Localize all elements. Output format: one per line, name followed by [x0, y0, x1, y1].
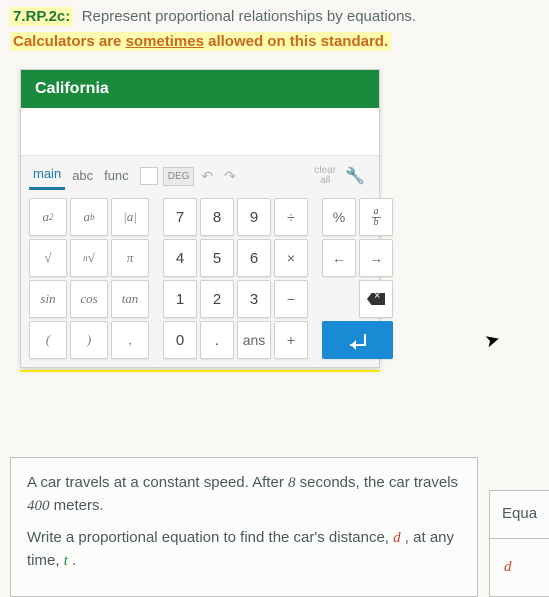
key-lparen[interactable]: (: [29, 321, 67, 359]
key-3[interactable]: 3: [237, 280, 271, 318]
calculator-title: California: [21, 70, 379, 108]
calculator-toolbar: main abc func DEG ↶ ↷ clear all 🔧: [21, 156, 379, 190]
standard-code: 7.RP.2c:: [10, 7, 73, 26]
key-1[interactable]: 1: [163, 280, 197, 318]
key-divide[interactable]: ÷: [274, 198, 308, 236]
key-fraction[interactable]: ab: [359, 198, 393, 236]
key-backspace[interactable]: [359, 280, 393, 318]
note-pre: Calculators are: [13, 33, 126, 50]
key-a-squared[interactable]: a2: [29, 198, 67, 236]
clear-all-button[interactable]: clear all: [314, 166, 336, 186]
side-equa: Equa: [490, 491, 549, 538]
backspace-icon: [367, 293, 385, 305]
key-8[interactable]: 8: [200, 198, 234, 236]
key-2[interactable]: 2: [200, 280, 234, 318]
p2a: Write a proportional equation to find th…: [27, 529, 393, 546]
key-9[interactable]: 9: [237, 198, 271, 236]
key-cos[interactable]: cos: [70, 280, 108, 318]
key-subtract[interactable]: −: [274, 280, 308, 318]
key-4[interactable]: 4: [163, 239, 197, 277]
calculator-widget: California main abc func DEG ↶ ↷ clear a…: [20, 69, 380, 368]
all-text: all: [314, 176, 336, 186]
key-dot[interactable]: .: [200, 321, 234, 359]
p2c: .: [68, 552, 76, 569]
mode-toggle[interactable]: [140, 167, 158, 185]
side-d: d: [490, 538, 549, 596]
redo-icon[interactable]: ↷: [220, 168, 240, 185]
key-comma[interactable]: ,: [111, 321, 149, 359]
calculator-display[interactable]: [21, 108, 379, 156]
keypad: a2 ab |a| 7 8 9 ÷ % ab √ n√ π 4 5 6 × ← …: [21, 190, 379, 367]
standard-desc: Represent proportional relationships by …: [78, 8, 416, 25]
key-6[interactable]: 6: [237, 239, 271, 277]
mouse-cursor-icon: ➤: [483, 328, 503, 352]
key-percent[interactable]: %: [322, 198, 356, 236]
key-a-power-b[interactable]: ab: [70, 198, 108, 236]
wrench-icon[interactable]: 🔧: [339, 166, 371, 186]
tab-main[interactable]: main: [29, 162, 65, 190]
key-multiply[interactable]: ×: [274, 239, 308, 277]
enter-icon: [350, 334, 366, 346]
yellow-underline: [20, 370, 380, 372]
tab-func[interactable]: func: [100, 164, 133, 189]
note-underline: sometimes: [126, 33, 204, 50]
key-rparen[interactable]: ): [70, 321, 108, 359]
side-panel: Equa d: [489, 490, 549, 597]
key-left-arrow[interactable]: ←: [322, 239, 356, 277]
undo-icon[interactable]: ↶: [197, 168, 217, 185]
standard-row: 7.RP.2c: Represent proportional relation…: [10, 8, 539, 26]
key-7[interactable]: 7: [163, 198, 197, 236]
key-sqrt[interactable]: √: [29, 239, 67, 277]
p1a: A car travels at a constant speed. After: [27, 474, 288, 491]
key-abs[interactable]: |a|: [111, 198, 149, 236]
key-add[interactable]: +: [274, 321, 308, 359]
key-sin[interactable]: sin: [29, 280, 67, 318]
key-nth-root[interactable]: n√: [70, 239, 108, 277]
tab-abc[interactable]: abc: [68, 164, 97, 189]
note-post: allowed on this standard.: [204, 33, 388, 50]
key-tan[interactable]: tan: [111, 280, 149, 318]
key-enter[interactable]: [322, 321, 393, 359]
key-right-arrow[interactable]: →: [359, 239, 393, 277]
calculator-note: Calculators are sometimes allowed on thi…: [10, 32, 391, 51]
p1b: seconds, the car travels: [295, 474, 458, 491]
problem-text: A car travels at a constant speed. After…: [10, 457, 478, 597]
key-pi[interactable]: π: [111, 239, 149, 277]
p1c: meters.: [50, 497, 104, 514]
key-5[interactable]: 5: [200, 239, 234, 277]
p1-num2: 400: [27, 498, 50, 514]
key-ans[interactable]: ans: [237, 321, 271, 359]
key-0[interactable]: 0: [163, 321, 197, 359]
p2-d: d: [393, 530, 401, 546]
deg-button[interactable]: DEG: [163, 167, 195, 186]
